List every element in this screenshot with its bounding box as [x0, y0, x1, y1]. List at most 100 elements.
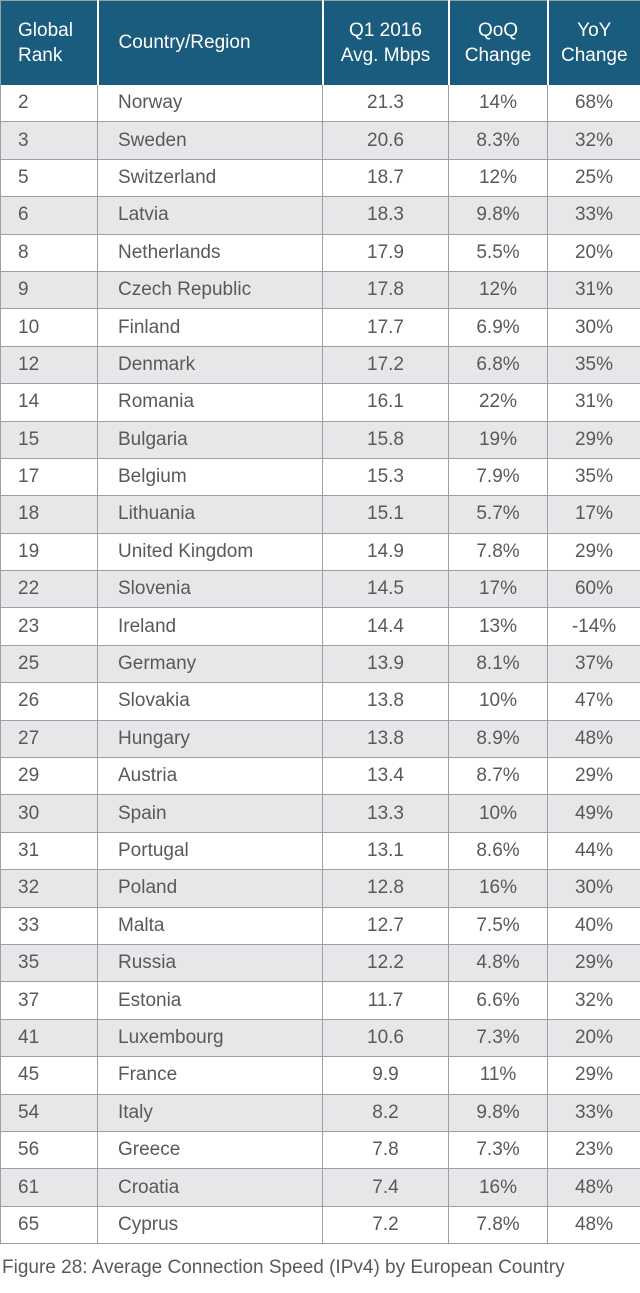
- country-cell: Hungary: [97, 719, 323, 759]
- qoq-change-cell: 5.5%: [448, 233, 548, 272]
- avg-mbps-cell: 17.7: [322, 308, 449, 347]
- qoq-change-cell: 8.3%: [448, 121, 548, 160]
- yoy-change-cell: 33%: [547, 196, 640, 235]
- qoq-change-cell: 9.8%: [448, 1093, 548, 1132]
- qoq-change-cell: 4.8%: [448, 943, 548, 983]
- avg-mbps-cell: 15.1: [322, 495, 449, 534]
- country-cell: Bulgaria: [97, 420, 323, 459]
- figure-caption: Figure 28: Average Connection Speed (IPv…: [2, 1257, 565, 1279]
- country-cell: Finland: [97, 308, 323, 347]
- rank-cell: 37: [0, 981, 98, 1020]
- country-cell: Spain: [97, 794, 323, 833]
- rank-cell: 12: [0, 345, 98, 385]
- avg-mbps-cell: 12.8: [322, 869, 449, 908]
- country-cell: Ireland: [97, 607, 323, 646]
- country-cell: Cyprus: [97, 1205, 323, 1245]
- table-row: 26 Slovakia 13.8 10% 47%: [0, 682, 640, 721]
- rank-cell: 26: [0, 682, 98, 721]
- qoq-change-cell: 7.3%: [448, 1018, 548, 1058]
- country-cell: Poland: [97, 869, 323, 908]
- table-row: 17 Belgium 15.3 7.9% 35%: [0, 457, 640, 497]
- yoy-change-cell: 49%: [547, 794, 640, 833]
- avg-mbps-cell: 17.9: [322, 233, 449, 272]
- qoq-change-cell: 7.3%: [448, 1130, 548, 1170]
- avg-mbps-cell: 7.2: [322, 1205, 449, 1245]
- qoq-change-cell: 7.9%: [448, 457, 548, 497]
- qoq-change-cell: 8.1%: [448, 644, 548, 684]
- yoy-change-cell: 48%: [547, 1205, 640, 1245]
- country-cell: Malta: [97, 906, 323, 945]
- avg-mbps-cell: 13.1: [322, 831, 449, 871]
- country-cell: Switzerland: [97, 158, 323, 198]
- yoy-change-cell: 32%: [547, 121, 640, 160]
- yoy-change-cell: 31%: [547, 383, 640, 422]
- rank-cell: 19: [0, 532, 98, 572]
- yoy-change-cell: 60%: [547, 570, 640, 609]
- yoy-change-cell: 30%: [547, 869, 640, 908]
- yoy-change-cell: 33%: [547, 1093, 640, 1132]
- avg-mbps-cell: 14.4: [322, 607, 449, 646]
- yoy-change-cell: 17%: [547, 495, 640, 534]
- rank-cell: 17: [0, 457, 98, 497]
- avg-mbps-cell: 18.3: [322, 196, 449, 235]
- qoq-change-cell: 7.8%: [448, 532, 548, 572]
- yoy-change-cell: 29%: [547, 532, 640, 572]
- yoy-change-cell: 25%: [547, 158, 640, 198]
- rank-cell: 18: [0, 495, 98, 534]
- rank-cell: 8: [0, 233, 98, 272]
- table-row: 27 Hungary 13.8 8.9% 48%: [0, 719, 640, 759]
- yoy-change-cell: 23%: [547, 1130, 640, 1170]
- table-row: 22 Slovenia 14.5 17% 60%: [0, 570, 640, 609]
- table-row: 2 Norway 21.3 14% 68%: [0, 84, 640, 123]
- avg-mbps-cell: 13.8: [322, 719, 449, 759]
- yoy-change-cell: 29%: [547, 420, 640, 459]
- table-row: 8 Netherlands 17.9 5.5% 20%: [0, 233, 640, 272]
- table-row: 61 Croatia 7.4 16% 48%: [0, 1168, 640, 1207]
- table-row: 5 Switzerland 18.7 12% 25%: [0, 158, 640, 198]
- table-row: 56 Greece 7.8 7.3% 23%: [0, 1130, 640, 1170]
- table-row: 45 France 9.9 11% 29%: [0, 1056, 640, 1095]
- table-row: 41 Luxembourg 10.6 7.3% 20%: [0, 1018, 640, 1058]
- yoy-change-cell: 48%: [547, 719, 640, 759]
- yoy-change-cell: 35%: [547, 345, 640, 385]
- rank-cell: 33: [0, 906, 98, 945]
- yoy-change-cell: 31%: [547, 270, 640, 310]
- rank-cell: 15: [0, 420, 98, 459]
- country-cell: Estonia: [97, 981, 323, 1020]
- qoq-change-cell: 6.8%: [448, 345, 548, 385]
- avg-mbps-cell: 15.8: [322, 420, 449, 459]
- rank-cell: 22: [0, 570, 98, 609]
- table-header: Global Rank Country/Region Q1 2016 Avg. …: [0, 0, 640, 85]
- qoq-change-cell: 6.6%: [448, 981, 548, 1020]
- rank-cell: 2: [0, 84, 98, 123]
- table-row: 32 Poland 12.8 16% 30%: [0, 869, 640, 908]
- rank-cell: 3: [0, 121, 98, 160]
- avg-mbps-cell: 11.7: [322, 981, 449, 1020]
- rank-cell: 27: [0, 719, 98, 759]
- qoq-change-cell: 16%: [448, 1168, 548, 1207]
- qoq-change-cell: 8.6%: [448, 831, 548, 871]
- yoy-change-cell: 68%: [547, 84, 640, 123]
- qoq-change-cell: 8.7%: [448, 757, 548, 796]
- avg-mbps-cell: 14.5: [322, 570, 449, 609]
- avg-mbps-cell: 17.2: [322, 345, 449, 385]
- country-cell: Sweden: [97, 121, 323, 160]
- table-row: 25 Germany 13.9 8.1% 37%: [0, 644, 640, 684]
- country-cell: Germany: [97, 644, 323, 684]
- country-cell: Netherlands: [97, 233, 323, 272]
- avg-mbps-cell: 14.9: [322, 532, 449, 572]
- rank-cell: 56: [0, 1130, 98, 1170]
- table-header-row: Global Rank Country/Region Q1 2016 Avg. …: [0, 0, 640, 85]
- table-row: 19 United Kingdom 14.9 7.8% 29%: [0, 532, 640, 572]
- qoq-change-cell: 5.7%: [448, 495, 548, 534]
- rank-cell: 25: [0, 644, 98, 684]
- avg-mbps-cell: 13.3: [322, 794, 449, 833]
- avg-mbps-cell: 7.4: [322, 1168, 449, 1207]
- avg-mbps-cell: 13.4: [322, 757, 449, 796]
- avg-mbps-cell: 15.3: [322, 457, 449, 497]
- yoy-change-cell: 30%: [547, 308, 640, 347]
- avg-mbps-cell: 13.9: [322, 644, 449, 684]
- qoq-change-cell: 9.8%: [448, 196, 548, 235]
- header-q1-2016-avg-mbps: Q1 2016 Avg. Mbps: [321, 0, 449, 85]
- country-cell: Greece: [97, 1130, 323, 1170]
